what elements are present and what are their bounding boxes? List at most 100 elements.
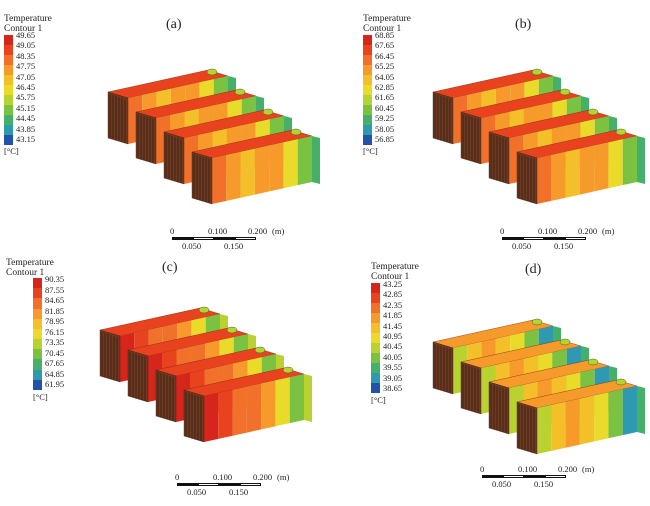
block-front-band bbox=[551, 401, 566, 451]
panel-label: (b) bbox=[515, 17, 532, 32]
legend-tick-label: 40.95 bbox=[383, 331, 403, 341]
legend-swatch bbox=[363, 65, 372, 75]
legend-title-line2: Contour 1 bbox=[4, 24, 43, 34]
legend-swatch bbox=[363, 85, 372, 95]
legend-swatch bbox=[371, 333, 380, 343]
block-front-band bbox=[537, 404, 552, 454]
legend-title-line2: Contour 1 bbox=[363, 24, 402, 34]
legend-swatch bbox=[371, 303, 380, 313]
legend-title-line1: Temperature bbox=[363, 14, 411, 24]
legend-swatch bbox=[4, 95, 13, 105]
connector-knob bbox=[615, 378, 627, 386]
legend-tick-label: 84.65 bbox=[45, 295, 65, 305]
unit-label: [°C] bbox=[33, 392, 48, 402]
legend-swatch bbox=[4, 65, 13, 75]
unit-label: [°C] bbox=[363, 146, 378, 156]
legend-swatch bbox=[33, 278, 42, 289]
scale-label: 0.100 bbox=[213, 472, 233, 482]
scale-segment bbox=[172, 237, 193, 240]
legend-tick-label: 47.05 bbox=[16, 71, 36, 82]
legend-tick-label: 43.85 bbox=[16, 123, 36, 134]
block-front-band bbox=[246, 383, 262, 433]
fin-block bbox=[191, 128, 320, 205]
block-front-band bbox=[608, 389, 623, 439]
connector-knob bbox=[587, 108, 599, 116]
scale-segment bbox=[565, 237, 586, 240]
legend-tick-label: 76.15 bbox=[45, 326, 65, 337]
scale-segment bbox=[193, 237, 214, 240]
color-legend-bar bbox=[363, 35, 372, 145]
panel-label: (c) bbox=[162, 260, 178, 275]
scale-segment bbox=[214, 237, 235, 240]
legend-tick-label: 42.35 bbox=[383, 299, 403, 310]
connector-knob bbox=[615, 128, 627, 136]
scale-label: 0.200 bbox=[253, 472, 273, 482]
scale-label: (m) bbox=[272, 226, 285, 236]
legend-tick-label: 58.05 bbox=[375, 123, 395, 134]
block-front-band bbox=[226, 151, 241, 201]
unit-label: [°C] bbox=[371, 395, 386, 405]
legend-title-line1: Temperature bbox=[4, 14, 52, 24]
scale-label: 0 bbox=[170, 226, 175, 236]
scale-bar: 0 0.100 0.200 (m) 0.050 0.150 bbox=[170, 226, 300, 260]
legend-tick-label: 64.85 bbox=[45, 368, 65, 379]
panel-a: Temperature Contour 1 [°C] (a) 0 0.100 0.2… bbox=[0, 0, 325, 251]
legend-swatch bbox=[4, 135, 13, 145]
legend-swatch bbox=[33, 369, 42, 380]
scale-segment bbox=[523, 237, 544, 240]
legend-tick-label: 62.85 bbox=[375, 82, 395, 92]
connector-knob bbox=[262, 108, 274, 116]
connector-knob bbox=[198, 306, 210, 314]
scale-label: 0 bbox=[175, 472, 180, 482]
legend-tick-label: 43.15 bbox=[16, 134, 36, 144]
legend-tick-label: 48.35 bbox=[16, 50, 36, 61]
legend-swatch bbox=[4, 105, 13, 115]
fin-block bbox=[516, 128, 645, 205]
legend-swatch bbox=[33, 379, 42, 390]
legend-tick-label: 78.95 bbox=[45, 316, 65, 326]
scale-label: 0.200 bbox=[248, 226, 268, 236]
legend-swatch bbox=[371, 343, 380, 353]
connector-knob bbox=[587, 358, 599, 366]
legend-tick-label: 59.25 bbox=[375, 113, 395, 124]
scale-label: 0.150 bbox=[534, 479, 554, 489]
legend-tick-label: 46.45 bbox=[16, 82, 36, 92]
cfd-temperature-render bbox=[107, 68, 320, 205]
scale-segment bbox=[482, 475, 503, 478]
legend-swatch bbox=[33, 349, 42, 360]
legend-swatch bbox=[363, 55, 372, 65]
scale-bar: 0 0.100 0.200 (m) 0.050 0.150 bbox=[480, 464, 610, 498]
scale-label: 0 bbox=[480, 464, 485, 474]
legend-swatch bbox=[363, 35, 372, 45]
scale-bar: 0 0.100 0.200 (m) 0.050 0.150 bbox=[175, 472, 305, 506]
legend-swatch bbox=[4, 55, 13, 65]
scale-label: 0.050 bbox=[187, 487, 207, 497]
block-front-band bbox=[254, 145, 270, 195]
scale-segment bbox=[177, 483, 198, 486]
legend-tick-label: 49.65 bbox=[16, 30, 36, 40]
legend-swatch bbox=[363, 95, 372, 105]
block-front-band bbox=[297, 136, 312, 186]
legend-tick-label: 68.85 bbox=[375, 30, 395, 40]
connector-knob bbox=[290, 128, 302, 136]
panel-b: Temperature Contour 1 [°C] (b) 0 0.100 0.2… bbox=[325, 0, 650, 251]
legend-title: Temperature Contour 1 bbox=[363, 14, 411, 34]
block-front-band bbox=[261, 380, 276, 430]
scale-segment bbox=[198, 483, 219, 486]
legend-swatch bbox=[4, 125, 13, 135]
legend-tick-label: 65.25 bbox=[375, 61, 395, 72]
block-front-band bbox=[537, 154, 552, 204]
legend-tick-label: 87.55 bbox=[45, 284, 65, 295]
legend-tick-label: 42.85 bbox=[383, 289, 403, 300]
legend-swatch bbox=[371, 363, 380, 373]
legend-swatch bbox=[33, 359, 42, 370]
connector-knob bbox=[559, 88, 571, 96]
panel-c: Temperature Contour 1 [°C] (c) 0 0.100 0.2… bbox=[0, 250, 325, 498]
legend-swatch bbox=[371, 353, 380, 363]
connector-knob bbox=[282, 366, 294, 374]
block-front-band bbox=[269, 142, 284, 192]
legend-swatch bbox=[4, 75, 13, 85]
color-legend-bar bbox=[4, 35, 13, 145]
connector-knob bbox=[234, 88, 246, 96]
block-front-band bbox=[283, 139, 298, 189]
